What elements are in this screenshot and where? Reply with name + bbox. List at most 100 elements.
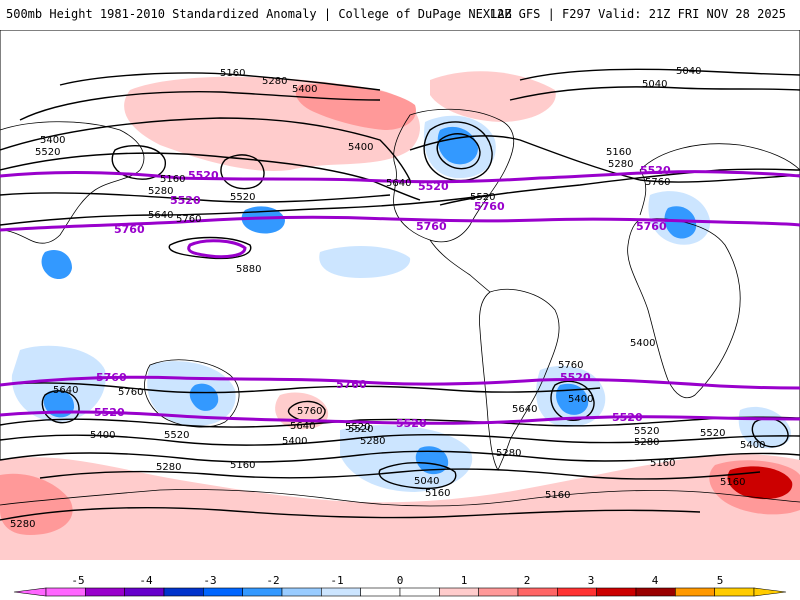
contour-label: 5520 <box>348 424 373 435</box>
contour-label-highlight: 5520 <box>170 194 201 207</box>
contour-label: 5520 <box>634 426 659 437</box>
contour-label: 5520 <box>164 430 189 441</box>
contour-label: 5280 <box>634 437 659 448</box>
contour-label: 5160 <box>545 490 570 501</box>
contour-label: 5160 <box>160 174 185 185</box>
coast-central-america <box>429 239 491 293</box>
coastlines <box>0 108 800 507</box>
coast-asia <box>0 121 145 244</box>
coast-south-america <box>479 288 560 471</box>
contour-label-highlight: 5760 <box>96 371 127 384</box>
coast-africa <box>627 218 741 399</box>
header: 500mb Height 1981-2010 Standardized Anom… <box>0 0 800 30</box>
colorbar-cell <box>714 587 755 597</box>
contour-label: 5160 <box>220 68 245 79</box>
contour-5640-south <box>0 382 601 394</box>
contour-5520-north <box>0 152 421 201</box>
contour-label: 5040 <box>414 476 439 487</box>
contour-label: 5160 <box>230 460 255 471</box>
contour-5760-north <box>0 194 491 226</box>
contour-label-highlight: 5520 <box>560 371 591 384</box>
purple-5760-south <box>0 375 800 390</box>
anomaly-positive-arctic <box>430 71 556 122</box>
coast-north-america <box>393 108 515 243</box>
anomaly-negative-south-indian-core <box>43 389 75 418</box>
colorbar-cell <box>203 587 243 597</box>
colorbar-cell <box>478 587 519 597</box>
contour-label: 5520 <box>345 422 370 433</box>
contour-label-highlight: 5760 <box>114 223 145 236</box>
colorbar-cell <box>45 587 86 597</box>
contour-label: 5280 <box>148 186 173 197</box>
colorbar-tick-label: 0 <box>397 574 404 587</box>
contour-label: 5520 <box>700 428 725 439</box>
contour-5400-north <box>0 117 411 181</box>
anomaly-negative-south-pacific <box>340 425 473 492</box>
contour-label: 5760 <box>176 214 201 225</box>
contour-low-aleutian <box>220 154 265 190</box>
contour-label: 5280 <box>156 462 181 473</box>
purple-5880-ring <box>187 239 247 259</box>
contour-5280-south <box>0 450 800 463</box>
contour-5280-antarctic <box>0 507 701 521</box>
contour-label: 5040 <box>676 66 701 77</box>
contour-label: 5520 <box>230 192 255 203</box>
colorbar-cell <box>675 587 715 597</box>
highlight-contours <box>0 170 800 425</box>
colorbar-cell <box>124 587 165 597</box>
contour-label-highlight: 5520 <box>396 417 427 430</box>
colorbar-tick-label: -4 <box>139 574 153 587</box>
anomaly-positive-core <box>295 83 416 130</box>
contour-label: 5640 <box>53 385 78 396</box>
contour-label: 5280 <box>10 519 35 530</box>
contour-label-highlight: 5760 <box>416 220 447 233</box>
contour-5280-north <box>19 91 381 121</box>
colorbar-tick-label: 1 <box>461 574 468 587</box>
contour-label: 5520 <box>35 147 60 158</box>
contour-label: 5520 <box>470 192 495 203</box>
colorbar-cell <box>281 587 322 597</box>
colorbar-tick-labels: -5 -4 -3 -2 -1 0 1 2 3 4 5 <box>71 574 723 587</box>
contour-5160-south <box>39 468 761 480</box>
contour-label: 5400 <box>90 430 115 441</box>
anomaly-colorbar: -5 -4 -3 -2 -1 0 1 2 3 4 5 <box>13 574 787 597</box>
contour-label: 5400 <box>282 436 307 447</box>
contour-label: 5760 <box>118 387 143 398</box>
contour-label: 5280 <box>360 436 385 447</box>
anomaly-positive-antarctic-band <box>0 454 800 560</box>
colorbar-cell <box>557 587 597 597</box>
contour-label: 5160 <box>425 488 450 499</box>
colorbar-cell <box>360 587 401 597</box>
contour-5880-pacific <box>168 236 252 260</box>
contour-label: 5400 <box>740 440 765 451</box>
contour-label: 5400 <box>292 84 317 95</box>
colorbar-tick-label: -2 <box>266 574 279 587</box>
contour-label: 5160 <box>650 458 675 469</box>
contour-label: 5880 <box>236 264 261 275</box>
height-contours <box>0 68 800 521</box>
contour-label-highlight: 5520 <box>640 164 671 177</box>
colorbar-cell <box>242 587 283 597</box>
anomaly-negative-pacific <box>241 206 285 234</box>
colorbar-tick-label: -5 <box>71 574 84 587</box>
contour-label: 5640 <box>386 178 411 189</box>
contour-label: 5400 <box>630 338 655 349</box>
map-title: 500mb Height 1981-2010 Standardized Anom… <box>6 7 512 21</box>
colorbar-tick-label: 4 <box>652 574 659 587</box>
contour-low-south-indian <box>41 390 80 424</box>
contour-label-highlight: 5760 <box>474 200 505 213</box>
contour-5040-arctic <box>519 68 800 81</box>
colorbar-cell <box>635 587 676 597</box>
contour-label: 5640 <box>290 421 315 432</box>
contour-low-hudson-2 <box>423 121 493 182</box>
contour-label: 5160 <box>606 147 631 158</box>
contour-label-highlight: 5520 <box>418 180 449 193</box>
anomaly-negative-south-atlantic-core <box>556 383 589 415</box>
colorbar-cell <box>399 587 440 597</box>
contour-5520-atlantic <box>439 168 800 206</box>
colorbar-tick-label: 2 <box>524 574 531 587</box>
purple-5760-north <box>0 215 800 232</box>
contour-label-highlight: 5520 <box>188 169 219 182</box>
contour-labels-black: 5160 5280 5400 5040 5040 5400 5520 5160 … <box>10 66 765 530</box>
anomaly-negative-australia-core <box>189 383 219 411</box>
